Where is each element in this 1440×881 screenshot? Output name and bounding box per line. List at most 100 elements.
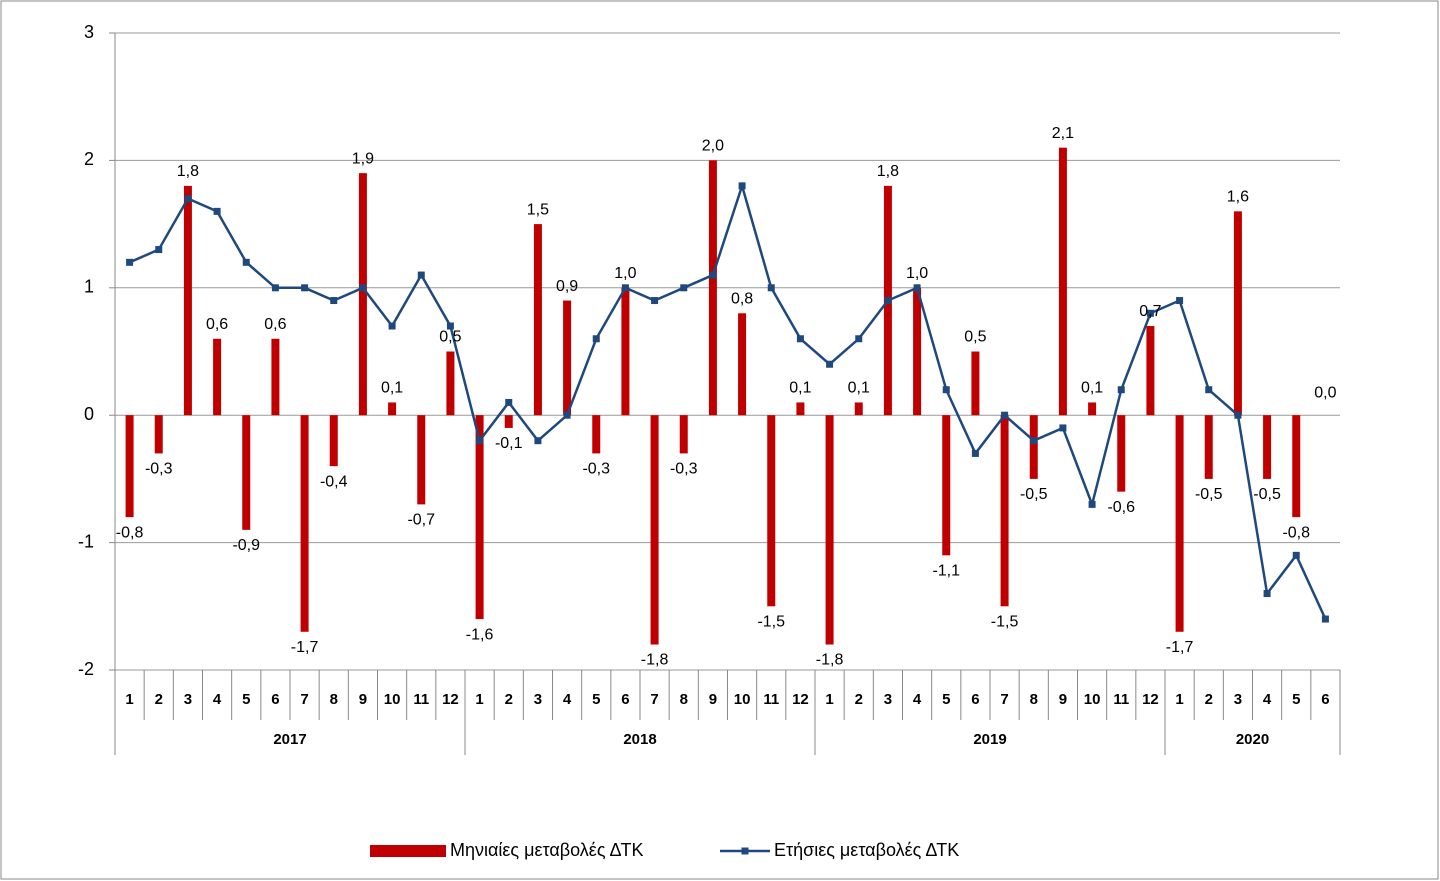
x-tick-label: 2	[155, 691, 163, 708]
data-label: -0,4	[320, 473, 348, 490]
line-marker	[446, 322, 454, 330]
bar	[592, 415, 601, 454]
bar	[825, 415, 834, 645]
x-tick-label: 5	[1292, 691, 1300, 708]
x-tick-label: 6	[971, 691, 979, 708]
y-tick-label: -1	[78, 531, 94, 551]
x-tick-label: 4	[1263, 691, 1272, 708]
data-label: -0,3	[582, 461, 610, 478]
data-label: -0,5	[1195, 486, 1223, 503]
line-marker	[388, 322, 396, 330]
bar	[1204, 415, 1213, 479]
x-tick-label: 9	[1059, 691, 1067, 708]
bar	[767, 415, 776, 607]
x-tick-label: 10	[1084, 691, 1101, 708]
bar	[1029, 415, 1038, 479]
line-marker	[1321, 615, 1329, 623]
line-marker	[1001, 411, 1009, 419]
bar	[621, 287, 630, 416]
data-label: 2,0	[702, 138, 724, 155]
bar	[446, 351, 455, 416]
bar	[1233, 211, 1242, 416]
bar	[358, 173, 367, 416]
bar	[796, 402, 805, 416]
y-tick-label: 2	[84, 149, 94, 169]
x-tick-label: 1	[825, 691, 833, 708]
x-tick-label: 10	[734, 691, 751, 708]
line-marker	[738, 182, 746, 190]
x-tick-label: 4	[563, 691, 572, 708]
data-label: -0,6	[1107, 499, 1135, 516]
data-label: -0,5	[1020, 486, 1048, 503]
data-label: 1,0	[906, 265, 928, 282]
x-tick-label: 2	[505, 691, 513, 708]
x-tick-label: 3	[1234, 691, 1242, 708]
data-label: 1,6	[1227, 189, 1249, 206]
bar	[329, 415, 338, 467]
x-tick-label: 6	[621, 691, 629, 708]
data-label: 1,8	[877, 163, 899, 180]
x-tick-label: 5	[942, 691, 950, 708]
line-marker	[971, 449, 979, 457]
data-label: -0,5	[1253, 486, 1281, 503]
legend-label: Ετήσιες μεταβολές ΔΤΚ	[774, 840, 959, 860]
line-marker	[826, 360, 834, 368]
data-label: 0,5	[439, 329, 461, 346]
line-marker	[155, 246, 163, 254]
x-tick-label: 3	[184, 691, 192, 708]
x-tick-label: 12	[792, 691, 809, 708]
x-tick-label: 6	[271, 691, 279, 708]
line-marker	[1234, 411, 1242, 419]
data-label: -0,3	[670, 461, 698, 478]
line-marker	[621, 284, 629, 292]
line-marker	[242, 258, 250, 266]
bar	[1175, 415, 1184, 632]
line-marker	[1176, 297, 1184, 305]
line-marker	[884, 297, 892, 305]
data-label: -1,8	[641, 652, 669, 669]
x-tick-label: 4	[213, 691, 222, 708]
line-marker	[1205, 386, 1213, 394]
x-tick-label: 12	[1142, 691, 1159, 708]
data-label: -1,5	[991, 614, 1019, 631]
legend-swatch	[370, 845, 446, 857]
y-tick-label: 1	[84, 277, 94, 297]
bar	[650, 415, 659, 645]
data-label: -1,8	[816, 652, 844, 669]
bar	[679, 415, 688, 454]
data-label: -1,1	[932, 563, 960, 580]
data-label: 0,6	[264, 316, 286, 333]
line-marker	[942, 386, 950, 394]
x-tick-label: 11	[763, 691, 779, 708]
x-tick-label: 6	[1321, 691, 1329, 708]
line-marker	[1030, 437, 1038, 445]
line-marker	[680, 284, 688, 292]
group-label: 2019	[973, 731, 1006, 748]
bar	[183, 185, 192, 416]
y-tick-label: -2	[78, 659, 94, 679]
data-label: -0,3	[145, 461, 173, 478]
line-marker	[476, 437, 484, 445]
line-marker	[301, 284, 309, 292]
line-marker	[330, 297, 338, 305]
group-label: 2018	[623, 731, 656, 748]
x-tick-label: 1	[1175, 691, 1183, 708]
line-marker	[126, 258, 134, 266]
x-tick-label: 3	[884, 691, 892, 708]
bar	[854, 402, 863, 416]
data-label: -0,8	[1282, 524, 1310, 541]
x-tick-label: 7	[1000, 691, 1008, 708]
line-marker	[855, 335, 863, 343]
data-label: 0,1	[789, 380, 811, 397]
y-tick-label: 3	[84, 22, 94, 42]
x-tick-label: 5	[242, 691, 250, 708]
x-tick-label: 3	[534, 691, 542, 708]
data-label: 0,9	[556, 278, 578, 295]
x-tick-label: 11	[1113, 691, 1129, 708]
data-label: 1,9	[352, 150, 374, 167]
data-label: 0,1	[1081, 380, 1103, 397]
bar	[738, 313, 747, 416]
